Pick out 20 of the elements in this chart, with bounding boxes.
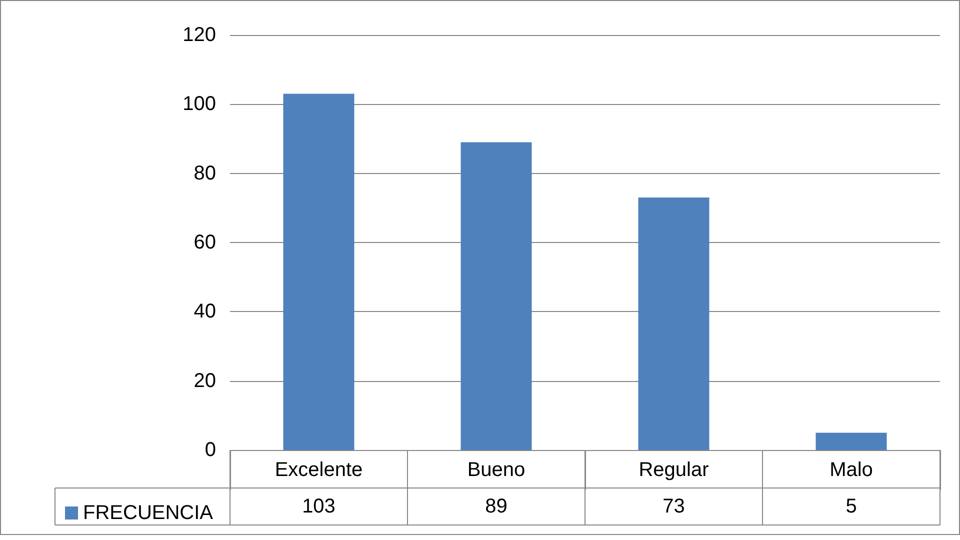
bar: [283, 94, 354, 450]
bar: [638, 198, 710, 450]
bar: [460, 142, 532, 450]
y-tick-label: 120: [182, 24, 216, 46]
bar: [816, 432, 887, 450]
x-tick-label: Excelente: [274, 459, 363, 481]
x-tick-label: Regular: [638, 459, 710, 481]
data-label: 73: [662, 496, 685, 518]
legend-label: FRECUENCIA: [83, 502, 214, 524]
data-label: 103: [302, 496, 336, 518]
data-label: 89: [485, 496, 508, 518]
y-tick-label: 0: [204, 439, 216, 461]
y-tick-label: 100: [182, 93, 216, 116]
x-tick-label: Bueno: [467, 459, 526, 481]
data-label: 5: [846, 496, 857, 518]
y-tick-label: 40: [194, 300, 216, 323]
y-tick-label: 20: [194, 370, 216, 392]
y-tick-label: 60: [194, 232, 216, 254]
x-tick-label: Malo: [830, 459, 873, 481]
y-tick-label: 80: [194, 162, 216, 184]
